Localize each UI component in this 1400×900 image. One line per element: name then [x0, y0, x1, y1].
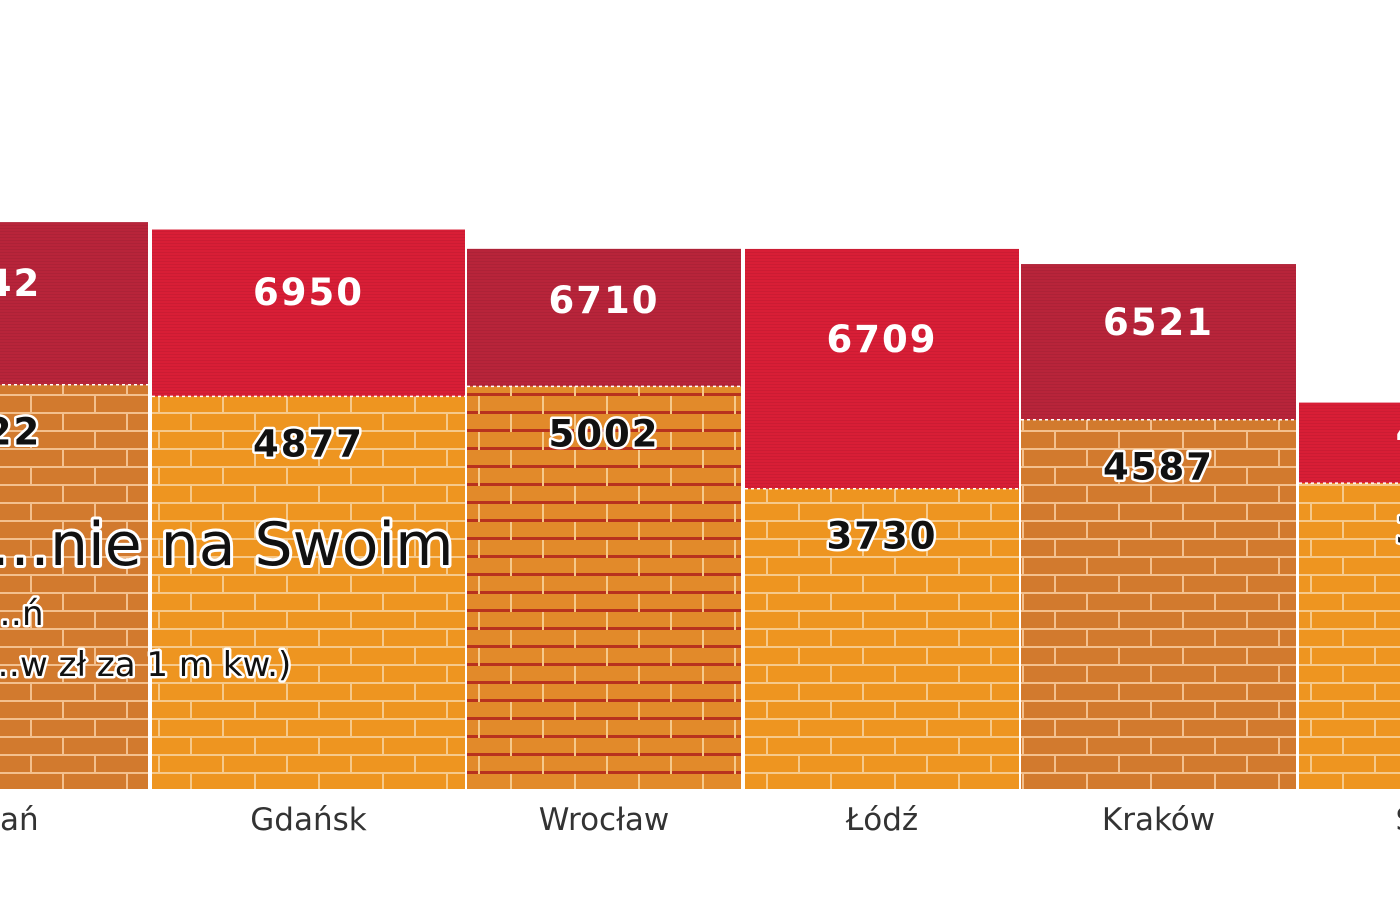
- column-gap-0: [148, 0, 152, 789]
- value-label-brick-4: 4587: [1103, 446, 1214, 489]
- value-label-red-5: 4…: [1396, 411, 1400, 454]
- column-gap-1: [465, 0, 467, 789]
- bars-layer: [0, 0, 1400, 790]
- bar-red-texture-4: [1021, 264, 1296, 420]
- category-label-4: Kraków: [1102, 802, 1215, 838]
- bar-brick-5: [1299, 483, 1400, 789]
- value-label-brick-0: …22: [0, 411, 41, 454]
- labels-layer: …42 …22 …nań 6950 4877 Gdańsk 6710 5002 Wrocław 6…: [0, 262, 1400, 838]
- value-label-red-0: …42: [0, 262, 41, 305]
- column-gap-2: [741, 0, 745, 789]
- value-label-brick-1: 4877: [253, 422, 364, 465]
- value-label-red-3: 6709: [827, 318, 938, 361]
- bar-brick-0: [0, 384, 148, 789]
- bar-red-texture-5: [1299, 402, 1400, 484]
- category-label-2: Wrocław: [539, 802, 670, 838]
- bar-brick-3: [745, 488, 1019, 789]
- chart-subtitle-line2: …w zł za 1 m kw.): [0, 645, 291, 685]
- bar-red-texture-0: [0, 222, 148, 385]
- value-label-red-2: 6710: [549, 279, 660, 322]
- bar-brick-4: [1021, 419, 1296, 789]
- category-label-3: Łódź: [845, 802, 918, 838]
- category-label-0: …nań: [0, 802, 39, 838]
- chart-title-block: …nie na Swoim …ń …w zł za 1 m kw.): [0, 507, 457, 688]
- value-label-brick-5: 3…: [1396, 509, 1400, 552]
- chart-title: …nie na Swoim: [0, 510, 454, 580]
- value-label-brick-3: 3730: [827, 515, 938, 558]
- column-gap-4: [1296, 0, 1299, 789]
- value-label-red-4: 6521: [1103, 301, 1214, 344]
- chart-subtitle-line1: …ń: [0, 594, 44, 634]
- bar-brick-2: [467, 386, 741, 789]
- bar-red-texture-1: [152, 229, 465, 397]
- category-label-5: Sz…: [1396, 802, 1400, 838]
- bar-red-texture-3: [745, 248, 1019, 489]
- category-label-1: Gdańsk: [250, 802, 366, 838]
- column-gap-3: [1019, 0, 1021, 789]
- bar-red-texture-2: [467, 248, 741, 387]
- value-label-brick-2: 5002: [549, 412, 660, 455]
- value-label-red-1: 6950: [253, 271, 364, 314]
- bar-brick-1: [152, 396, 465, 789]
